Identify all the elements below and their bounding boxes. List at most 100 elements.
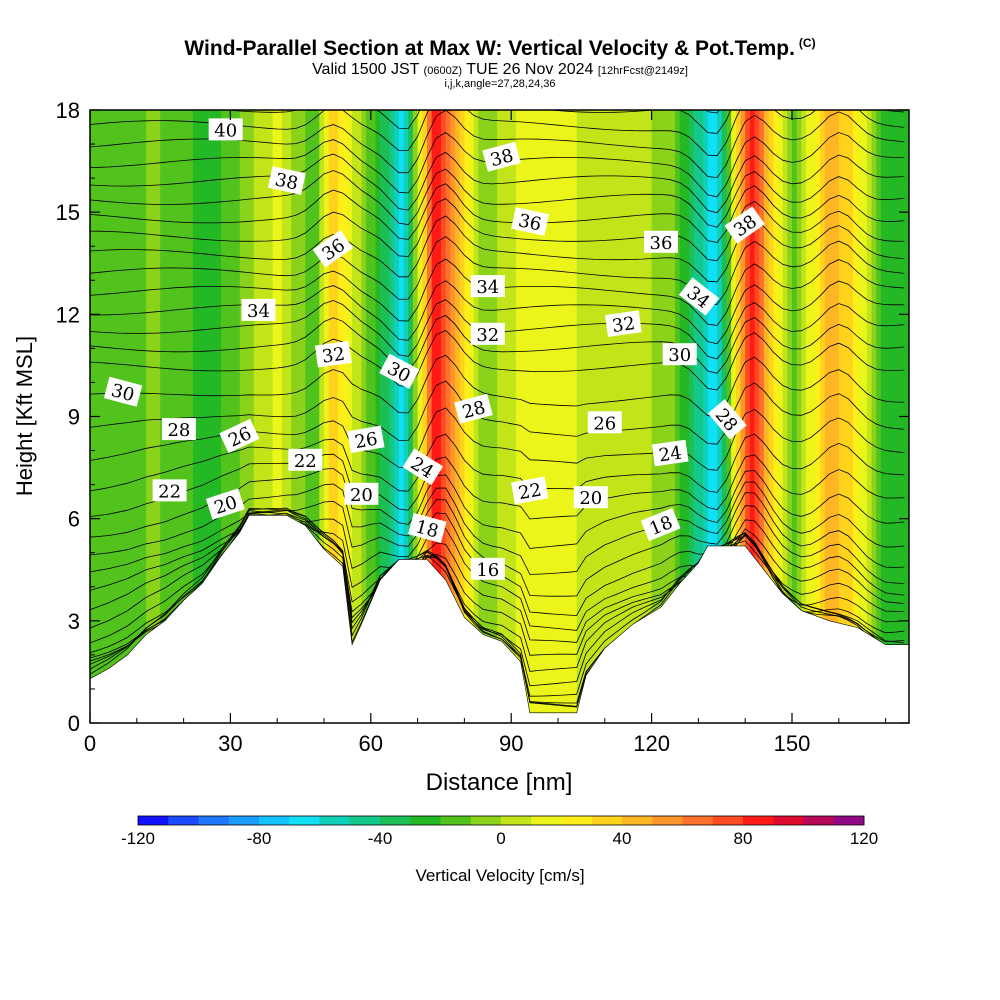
x-tick-label: 90: [499, 731, 523, 756]
velocity-column: [178, 110, 185, 723]
velocity-column: [455, 110, 461, 723]
velocity-column: [99, 110, 105, 723]
isentrope-lines: [90, 110, 905, 708]
velocity-column: [534, 110, 540, 723]
isentrope-line: [90, 151, 905, 214]
velocity-column: [675, 110, 681, 723]
velocity-column: [426, 110, 433, 723]
velocity-column: [155, 110, 161, 723]
isentrope-label: 38: [267, 166, 306, 195]
y-tick-label: 0: [68, 711, 80, 736]
isentrope-label: 34: [241, 298, 276, 322]
isentrope-line: [90, 183, 905, 243]
isentrope-line: [90, 507, 905, 672]
isentrope-label-text: 34: [247, 301, 270, 322]
velocity-column: [529, 110, 536, 723]
colorbar-swatch: [803, 816, 835, 825]
isentrope-label-box: [205, 488, 245, 520]
colorbar-tick-label: -40: [368, 829, 393, 848]
velocity-column: [347, 110, 353, 723]
velocity-column: [642, 110, 648, 723]
velocity-column: [660, 110, 667, 723]
colorbar-swatch: [138, 816, 169, 825]
isentrope-label: 20: [344, 482, 379, 506]
isentrope-line: [90, 330, 905, 391]
terrain-shape: [90, 515, 909, 723]
isentrope-label-text: 22: [517, 480, 543, 505]
colorbar-label: Vertical Velocity [cm/s]: [415, 866, 584, 885]
velocity-column: [665, 110, 671, 723]
velocity-column: [880, 110, 887, 723]
isentrope-label-box: [662, 343, 697, 366]
isentrope-label-text: 26: [593, 413, 616, 434]
velocity-column: [562, 110, 568, 723]
colorbar-swatch: [561, 816, 593, 825]
velocity-column: [759, 110, 765, 723]
colorbar-swatch: [743, 816, 774, 825]
velocity-column: [558, 110, 564, 723]
colorbar-swatch: [168, 816, 199, 825]
velocity-column: [361, 110, 367, 723]
velocity-column: [843, 110, 849, 723]
velocity-column: [815, 110, 821, 723]
velocity-column: [515, 110, 522, 723]
isentrope-label-box: [470, 275, 505, 298]
isentrope-label-text: 34: [476, 277, 499, 298]
isentrope-line: [90, 215, 905, 283]
colorbar: -120 -80 -40 0 40 80 120: [121, 815, 878, 848]
velocity-column: [239, 110, 246, 723]
colorbar-swatch: [410, 816, 441, 825]
velocity-column: [394, 110, 400, 723]
isentrope-label-box: [407, 512, 447, 543]
colorbar-swatch: [833, 816, 865, 825]
velocity-column: [543, 110, 550, 723]
velocity-column: [253, 110, 260, 723]
colorbar-swatch: [198, 816, 230, 825]
velocity-column: [333, 110, 339, 723]
velocity-column: [389, 110, 395, 723]
isentrope-label-box: [161, 418, 196, 441]
velocity-column: [445, 110, 451, 723]
isentrope-label: 22: [152, 479, 187, 502]
velocity-column: [497, 110, 503, 723]
velocity-column: [539, 110, 545, 723]
isentrope-label-box: [347, 425, 385, 454]
colorbar-tick-label: -80: [247, 829, 272, 848]
velocity-column: [787, 110, 793, 723]
y-tick-label: 18: [56, 98, 80, 123]
velocity-column: [338, 110, 344, 723]
velocity-column: [235, 110, 241, 723]
colorbar-tick-label: 120: [850, 829, 878, 848]
velocity-column: [693, 110, 699, 723]
velocity-column: [689, 110, 695, 723]
velocity-column: [707, 110, 714, 723]
x-tick-label: 0: [84, 731, 96, 756]
velocity-column: [295, 110, 302, 723]
velocity-column: [492, 110, 498, 723]
velocity-column: [632, 110, 639, 723]
copyright-mark: (C): [798, 36, 816, 50]
isentrope-label-box: [644, 230, 678, 253]
velocity-column: [670, 110, 676, 723]
velocity-column: [249, 110, 255, 723]
velocity-column: [342, 110, 348, 723]
x-axis-label: Distance [nm]: [426, 769, 573, 796]
velocity-column: [324, 110, 330, 723]
velocity-column: [422, 110, 428, 723]
isentrope-line: [90, 453, 905, 520]
velocity-column: [384, 110, 391, 723]
velocity-column: [745, 110, 751, 723]
isentrope-label: 24: [651, 439, 689, 466]
velocity-column: [646, 110, 653, 723]
velocity-column: [487, 110, 494, 723]
velocity-column: [567, 110, 573, 723]
colorbar-frame: [137, 815, 865, 826]
isentrope-label-box: [587, 411, 622, 434]
velocity-column: [356, 110, 363, 723]
velocity-column: [403, 110, 409, 723]
chart-subtitle: Valid 1500 JST (0600Z) TUE 26 Nov 2024 […: [312, 61, 688, 78]
isentrope-label-box: [573, 486, 608, 509]
velocity-column: [824, 110, 831, 723]
velocity-column: [866, 110, 873, 723]
isentrope-label-box: [454, 393, 493, 424]
